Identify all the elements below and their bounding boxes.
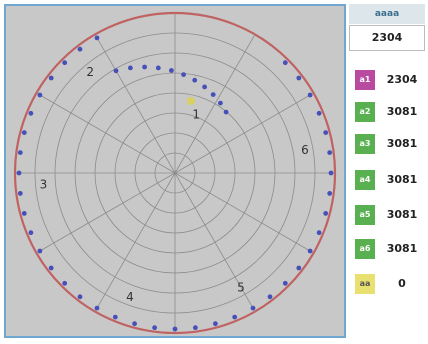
- orbit-dot: [21, 130, 27, 135]
- row-a5[interactable]: a5 3081: [349, 203, 425, 229]
- orbit-dot: [327, 150, 333, 156]
- orbit-dot: [323, 211, 329, 216]
- orbit-dot: [192, 77, 198, 83]
- field-label: aaaa: [349, 4, 425, 24]
- orbit-dot: [28, 110, 34, 116]
- orbit-dot: [267, 294, 273, 300]
- grid-spoke: [94, 172, 176, 312]
- orbit-dot: [16, 170, 22, 176]
- marker-label-3: 3: [40, 178, 48, 192]
- orbit-dot: [77, 46, 83, 52]
- highlight-dot: [187, 97, 195, 105]
- orbit-dot: [28, 230, 34, 236]
- orbit-dot: [62, 60, 68, 66]
- orbit-dot: [152, 325, 158, 331]
- row-a4[interactable]: a4 3081: [349, 168, 425, 194]
- orbit-dot: [181, 72, 187, 77]
- row-a1[interactable]: a1 2304: [349, 68, 425, 94]
- orbit-dot: [316, 110, 322, 116]
- orbit-dot: [282, 60, 288, 66]
- polar-plot-panel[interactable]: 1 2 3 4 5 6: [4, 4, 346, 338]
- field-value[interactable]: 2304: [349, 25, 425, 51]
- orbit-dot: [62, 280, 68, 286]
- orbit-dot: [77, 294, 83, 300]
- badge-aa[interactable]: aa: [355, 274, 375, 294]
- orbit-dot: [169, 68, 174, 73]
- orbit-dot: [307, 92, 313, 98]
- badge-a6[interactable]: a6: [355, 239, 375, 259]
- row-aa[interactable]: aa 0: [349, 272, 425, 298]
- side-panel: aaaa 2304 a1 2304 a2 3081 a3 3081 a4 308…: [349, 4, 425, 338]
- orbit-dot: [48, 75, 54, 81]
- orbit-dot: [250, 305, 256, 311]
- orbit-dot: [213, 321, 218, 327]
- orbit-dot: [282, 280, 288, 286]
- value-a1: 2304: [379, 68, 425, 92]
- value-a6: 3081: [379, 237, 425, 261]
- orbit-dot: [218, 100, 223, 106]
- value-a3: 3081: [379, 132, 425, 156]
- orbit-dot: [232, 314, 238, 320]
- orbit-dot: [94, 35, 100, 41]
- value-aa: 0: [379, 272, 425, 296]
- orbit-dot: [37, 92, 43, 98]
- orbit-dot: [327, 191, 333, 196]
- row-a3[interactable]: a3 3081: [349, 132, 425, 158]
- badge-a5[interactable]: a5: [355, 205, 375, 225]
- orbit-dot: [132, 321, 137, 327]
- orbit-dot: [210, 92, 216, 97]
- value-a2: 3081: [379, 100, 425, 124]
- orbit-dot: [128, 65, 133, 71]
- grid-spoke: [36, 172, 176, 254]
- orbit-dots: [16, 35, 334, 332]
- grid-spoke: [174, 172, 314, 254]
- badge-a3[interactable]: a3: [355, 134, 375, 154]
- orbit-dot: [307, 248, 313, 254]
- orbit-dot: [37, 248, 43, 254]
- orbit-dot: [112, 314, 118, 320]
- badge-a1[interactable]: a1: [355, 70, 375, 90]
- badge-a4[interactable]: a4: [355, 170, 375, 190]
- orbit-dot: [316, 230, 322, 236]
- marker-label-6: 6: [301, 143, 309, 157]
- orbit-dot: [142, 64, 148, 70]
- orbit-dot: [17, 191, 23, 196]
- orbit-dot: [94, 305, 100, 311]
- orbit-dot: [296, 265, 302, 271]
- grid-spoke: [174, 172, 256, 312]
- marker-label-1: 1: [192, 108, 200, 122]
- orbit-dot: [223, 109, 229, 115]
- grid-spoke: [94, 34, 176, 174]
- orbit-dot: [17, 150, 23, 156]
- orbit-dot: [296, 75, 302, 81]
- orbit-dot: [21, 211, 27, 216]
- row-a6[interactable]: a6 3081: [349, 237, 425, 263]
- grid-spoke: [174, 34, 256, 174]
- orbit-dot: [202, 84, 208, 90]
- orbit-dot: [48, 265, 54, 271]
- orbit-dot: [155, 65, 161, 71]
- orbit-dot: [113, 68, 119, 74]
- badge-a2[interactable]: a2: [355, 102, 375, 122]
- row-a2[interactable]: a2 3081: [349, 100, 425, 126]
- orbit-dot: [323, 130, 329, 135]
- value-a5: 3081: [379, 203, 425, 227]
- marker-label-4: 4: [126, 290, 134, 304]
- grid-spoke: [36, 92, 176, 174]
- marker-label-2: 2: [86, 65, 94, 79]
- marker-label-5: 5: [237, 280, 245, 294]
- value-a4: 3081: [379, 168, 425, 192]
- polar-plot[interactable]: 1 2 3 4 5 6: [6, 6, 344, 336]
- marker-labels: 1 2 3 4 5 6: [40, 65, 309, 304]
- orbit-dot: [172, 326, 178, 332]
- orbit-dot: [328, 170, 334, 176]
- grid-spoke: [174, 92, 314, 174]
- polar-grid: [13, 11, 337, 335]
- orbit-dot: [193, 325, 198, 331]
